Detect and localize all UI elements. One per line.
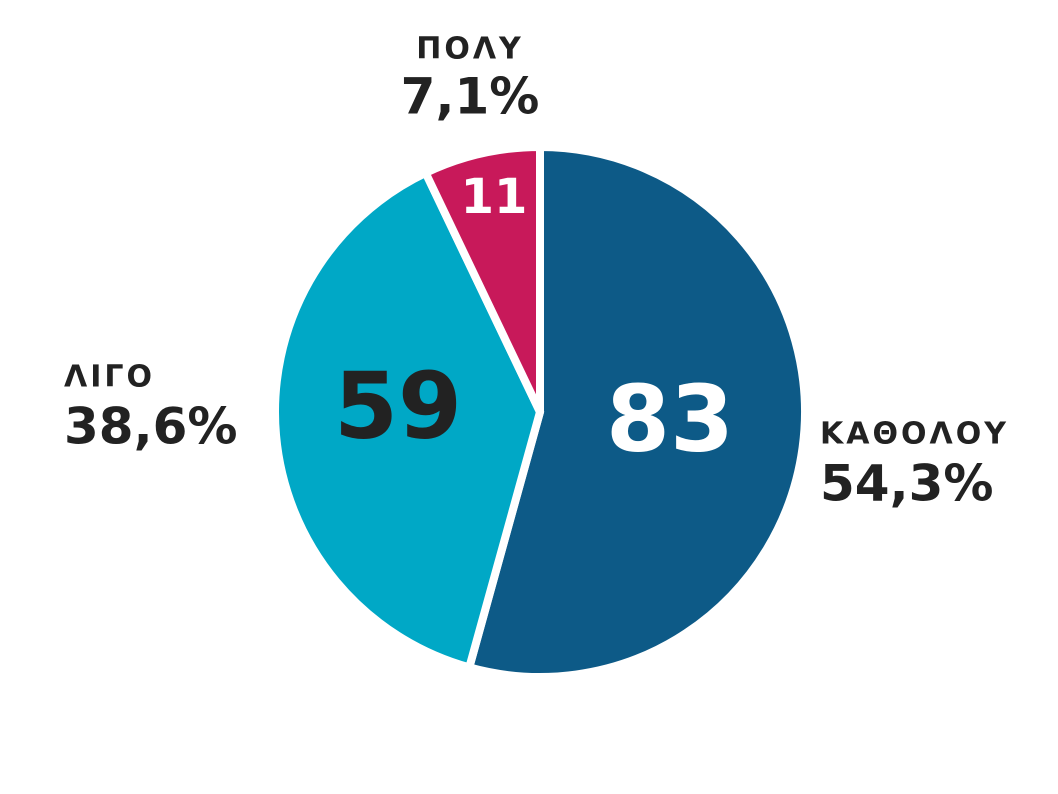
pie-slice [420,142,544,414]
category-label: ΠΟΛΥ [416,32,524,67]
pie-slice [464,142,809,681]
slice-count: 11 [461,169,528,225]
value-label: 54,3% [820,455,993,513]
value-label: 38,6% [64,398,237,456]
category-label: ΚΑΘΟΛΟΥ [820,417,1009,452]
value-label: 7,1% [401,68,540,126]
slice-count: 59 [334,352,462,459]
slice-count: 83 [606,365,734,472]
category-label: ΛΙΓΟ [64,360,155,395]
pie-slice [271,167,545,673]
